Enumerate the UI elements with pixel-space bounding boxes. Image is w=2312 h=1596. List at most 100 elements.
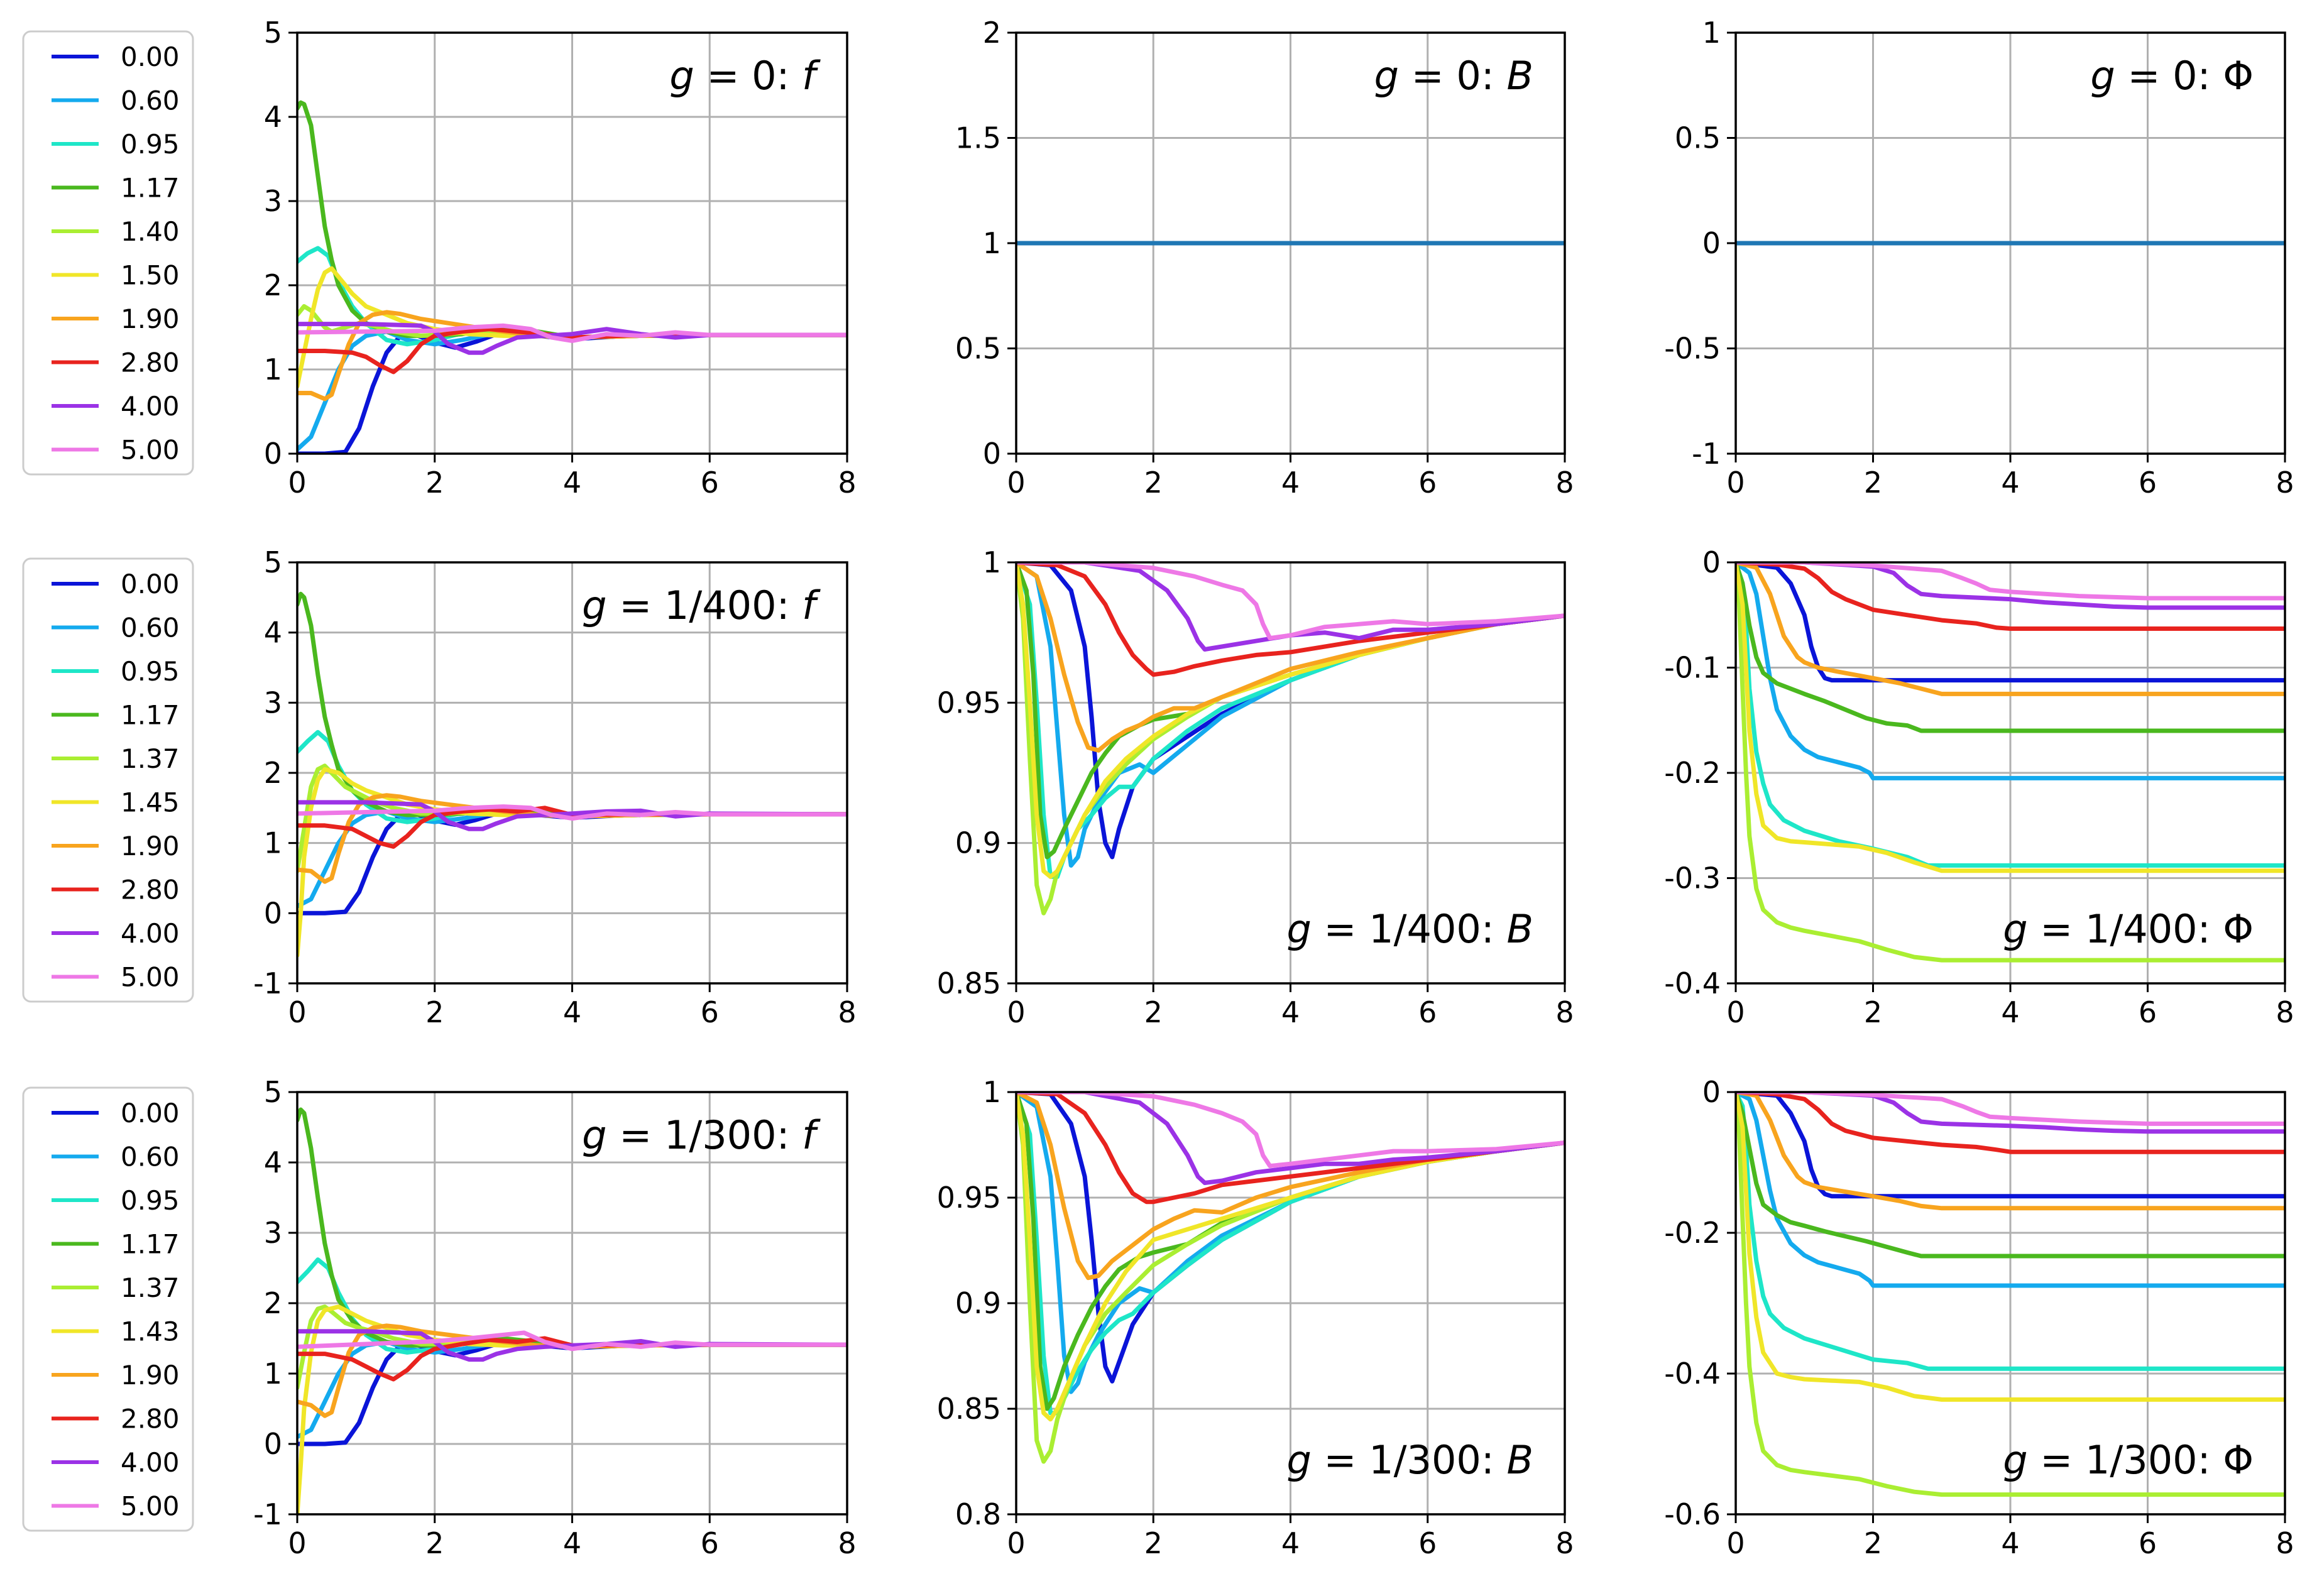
legend-label: 1.37 [121,743,180,774]
y-tick-label: 1 [983,226,1001,260]
x-tick-label: 8 [2276,466,2294,500]
panel-title-part: = 0: [1399,53,1506,99]
y-tick-label: -0.4 [1664,1357,1721,1391]
y-tick-label: 1 [264,353,282,386]
y-tick-label: 3 [264,184,282,218]
y-tick-label: 5 [264,16,282,50]
x-tick-label: 6 [701,995,719,1029]
legend: 0.00 0.60 0.95 1.17 1.40 1.50 1.90 2.80 4.00 5.00 [22,30,194,476]
x-tick-label: 2 [1864,995,1882,1029]
chart-panel-0: 0 2 4 6 8 0 1 2 3 4 5 g = 0: f [264,16,857,500]
chart-panel-7: 0 2 4 6 8 0.8 0.85 0.9 0.95 1 g = 1/300: B [937,1075,1574,1560]
legend-label: 5.00 [121,1491,180,1522]
y-tick-label: 0 [1702,226,1721,260]
series-line-2.80 [1736,562,2285,631]
legend-label: 0.60 [121,613,180,643]
x-tick-label: 8 [1555,466,1574,500]
series-group [1016,1092,1565,1464]
panel-title-part: = 1/400: Φ [2028,906,2254,952]
y-tick-label: 2 [264,268,282,302]
panel-title-part: B [1506,1437,1533,1483]
panel-title: g = 1/300: Φ [2003,1437,2254,1483]
y-tick-label: -1 [253,966,282,1000]
panel-title-part: = 1/300: Φ [2028,1437,2254,1483]
series-line-0.60 [1736,562,2285,780]
chart-panel-4: 0 2 4 6 8 0.85 0.9 0.95 1 g = 1/400: B [937,545,1574,1029]
x-tick-label: 0 [288,466,306,500]
x-tick-label: 6 [1418,466,1437,500]
y-tick-label: 1 [1702,16,1721,50]
series-line-2.80 [1016,562,1565,677]
y-tick-label: 0.8 [955,1497,1001,1531]
panel-title-part: g [582,582,606,628]
x-tick-label: 0 [288,995,306,1029]
panel-title: g = 0: f [669,53,821,99]
panel-title: g = 1/400: Φ [2003,906,2254,952]
panel-title-part: g [2003,906,2027,952]
panel-title-part: = 0: Φ [2115,53,2254,99]
legend-label: 0.60 [121,85,180,116]
x-tick-label: 0 [288,1526,306,1560]
y-tick-label: 2 [983,16,1001,50]
y-tick-label: 3 [264,1216,282,1250]
y-tick-label: 3 [264,686,282,719]
series-line-4.00 [1016,1092,1565,1185]
chart-panel-2: 0 2 4 6 8 -1 -0.5 0 0.5 1 g = 0: Φ [1664,16,2294,500]
legend-label: 2.80 [121,347,180,378]
x-tick-label: 6 [2139,466,2157,500]
y-tick-label: 4 [264,1145,282,1179]
panel-title-part: B [1506,53,1533,99]
panel-title: g = 0: Φ [2090,53,2254,99]
series-line-5.00 [1016,562,1565,641]
panel-title-part: g [582,1112,606,1158]
y-tick-label: -0.2 [1664,756,1721,790]
series-line-1.90 [1736,562,2285,696]
legend-label: 2.80 [121,1404,180,1435]
x-tick-label: 2 [425,995,444,1029]
series-line-2.80 [1736,1092,2285,1154]
legend: 0.00 0.60 0.95 1.17 1.37 1.45 1.90 2.80 4.00 5.00 [22,557,194,1003]
legend-label: 5.00 [121,435,180,466]
y-tick-label: 5 [264,1075,282,1109]
x-tick-label: 0 [1726,995,1745,1029]
panel-title: g = 0: B [1374,53,1533,99]
y-tick-label: 0 [264,437,282,471]
series-line-2.80 [1016,1092,1565,1205]
panel-title: g = 1/300: f [582,1112,821,1158]
x-tick-label: 6 [2139,1526,2157,1560]
legend-label: 0.00 [121,41,180,72]
y-tick-label: 0 [1702,1075,1721,1109]
y-tick-label: 0.5 [1675,121,1721,155]
legend-label: 0.00 [121,569,180,599]
y-tick-label: 0.85 [937,966,1001,1000]
legend-label: 1.50 [121,260,180,291]
panel-title-part: g [1374,53,1399,99]
y-tick-label: 0.95 [937,1181,1001,1215]
series-line-1.17 [1736,562,2285,733]
x-tick-label: 6 [2139,995,2157,1029]
x-tick-label: 2 [1144,995,1163,1029]
series-line-1.43 [1736,1092,2285,1402]
panel-title-part: = 1/400: [1312,906,1507,952]
y-tick-label: -0.5 [1664,332,1721,366]
panel-title-part: = 0: [694,53,802,99]
x-tick-label: 4 [1281,466,1300,500]
y-tick-label: 0.9 [955,1286,1001,1320]
x-tick-label: 0 [1726,466,1745,500]
series-group [297,100,847,454]
panel-title-part: = 1/400: [607,582,803,628]
y-tick-label: 0.85 [937,1392,1001,1426]
x-tick-label: 8 [1555,1526,1574,1560]
x-tick-label: 8 [838,1526,856,1560]
x-tick-label: 0 [1007,1526,1025,1560]
y-tick-label: 1.5 [955,121,1001,155]
x-tick-label: 4 [563,995,581,1029]
y-tick-label: -1 [1692,437,1721,471]
legend-label: 2.80 [121,875,180,905]
series-line-5.00 [1736,1092,2285,1126]
series-line-0.95 [1736,1092,2285,1371]
panel-title-part: g [1286,906,1311,952]
panel-title: g = 1/400: B [1286,906,1533,952]
